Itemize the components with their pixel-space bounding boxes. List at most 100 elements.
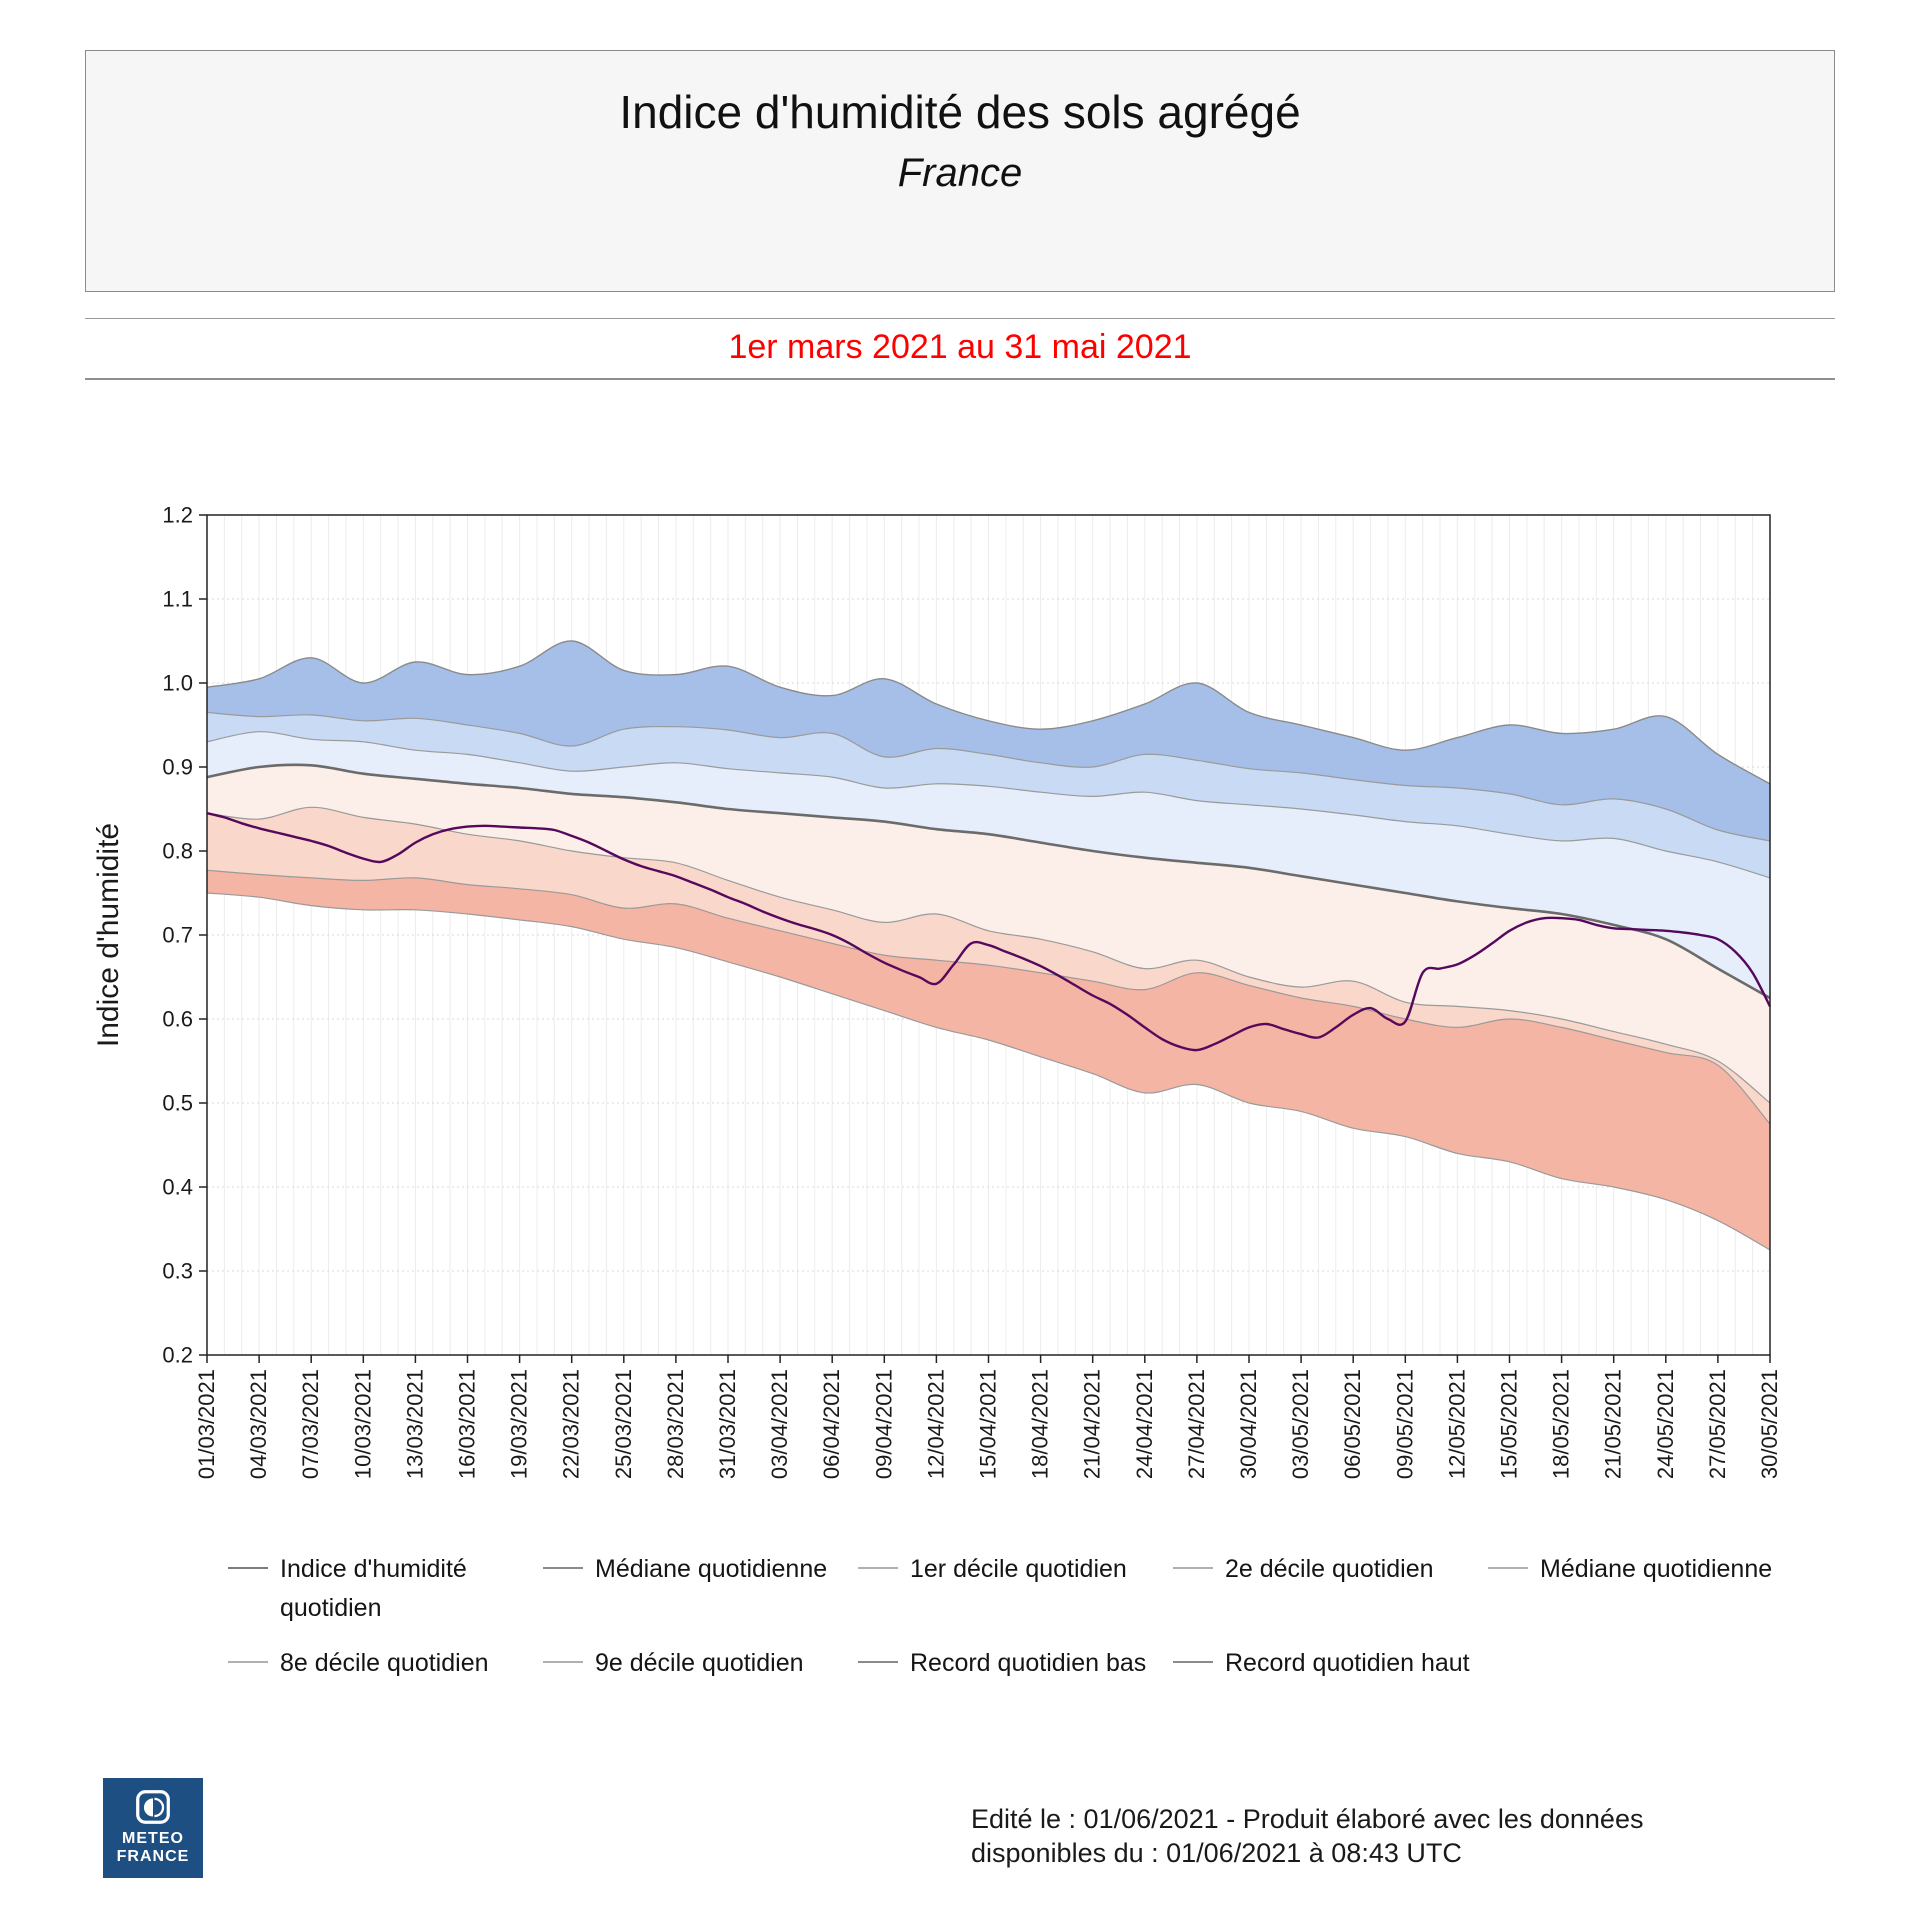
x-tick-label: 09/05/2021 [1392, 1369, 1417, 1479]
series-line-decile1 [206, 869, 1771, 1125]
legend-item-label: 9e décile quotidien [595, 1648, 804, 1677]
y-tick-label: 0.8 [162, 839, 193, 864]
x-tick-label: 19/03/2021 [507, 1369, 532, 1479]
chart-legend: Indice d'humidité quotidien Médiane quoti… [228, 1550, 1803, 1682]
y-tick-label: 0.2 [162, 1343, 193, 1368]
y-tick-label: 1.0 [162, 671, 193, 696]
meteo-france-logo: METEO FRANCE [103, 1778, 203, 1878]
series-line-record_haut [206, 640, 1771, 785]
y-tick-label: 1.1 [162, 587, 193, 612]
band-decile9-decile8 [207, 712, 1770, 878]
x-tick-label: 30/04/2021 [1236, 1369, 1261, 1479]
x-tick-label: 13/03/2021 [402, 1369, 427, 1479]
humidity-index-chart: 0.2 0.3 0.4 0.5 0.6 0.7 0.8 0.9 1.0 1.1 1.2 01/03/2… [92, 503, 1782, 1480]
period-label: 1er mars 2021 au 31 mai 2021 [728, 328, 1192, 366]
legend-line-swatch [858, 1567, 898, 1569]
logo-text-line2: FRANCE [116, 1848, 190, 1865]
x-tick-label: 03/05/2021 [1288, 1369, 1313, 1479]
x-tick-label: 30/05/2021 [1757, 1369, 1782, 1479]
y-tick-label: 0.5 [162, 1091, 193, 1116]
x-tick-label: 03/04/2021 [767, 1369, 792, 1479]
credit-line-2: disponibles du : 01/06/2021 à 08:43 UTC [971, 1838, 1462, 1868]
y-tick-label: 1.2 [162, 503, 193, 528]
divider-bottom [85, 378, 1835, 380]
x-tick-label: 31/03/2021 [715, 1369, 740, 1479]
legend-item-label: Médiane quotidienne [595, 1555, 828, 1583]
legend-item-label: 2e décile quotidien [1225, 1555, 1434, 1583]
x-tick-label: 21/04/2021 [1080, 1369, 1105, 1479]
legend-line-swatch [543, 1660, 583, 1663]
legend-line-swatch [1173, 1660, 1213, 1663]
band-mediane-decile2 [207, 764, 1770, 1103]
series-line-record_bas [206, 892, 1771, 1251]
band-decile1-record_bas [207, 870, 1770, 1250]
legend-item-label: Indice d'humidité quotidien [280, 1555, 467, 1622]
quantile-bands [207, 640, 1770, 1250]
meteo-france-logo-icon [136, 1790, 170, 1824]
page-subtitle: France [897, 151, 1023, 195]
legend-item-label: Médiane quotidienne [1540, 1555, 1773, 1583]
x-tick-label: 21/05/2021 [1601, 1369, 1626, 1479]
y-tick-label: 0.9 [162, 755, 193, 780]
band-decile2-decile1 [207, 807, 1770, 1124]
legend-line-swatch [543, 1567, 583, 1569]
x-tick-label: 18/04/2021 [1028, 1369, 1053, 1479]
legend-line-swatch [1488, 1567, 1528, 1569]
legend-item: Record quotidien haut [1173, 1644, 1488, 1683]
x-tick-label: 10/03/2021 [350, 1369, 375, 1479]
x-tick-label: 24/04/2021 [1132, 1369, 1157, 1479]
x-tick-label: 24/05/2021 [1653, 1369, 1678, 1479]
x-tick-label: 27/05/2021 [1705, 1369, 1730, 1479]
x-tick-label: 09/04/2021 [871, 1369, 896, 1479]
x-tick-label: 06/05/2021 [1340, 1369, 1365, 1479]
y-tick-label: 0.7 [162, 923, 193, 948]
credit-line-1: Edité le : 01/06/2021 - Produit élaboré … [971, 1804, 1644, 1834]
legend-line-swatch [228, 1567, 268, 1569]
y-tick-label: 0.4 [162, 1175, 193, 1200]
x-tick-label: 15/05/2021 [1497, 1369, 1522, 1479]
x-tick-label: 27/04/2021 [1184, 1369, 1209, 1479]
x-tick-label: 16/03/2021 [455, 1369, 480, 1479]
series-line-decile8 [206, 731, 1771, 879]
series-line-decile9 [206, 711, 1771, 842]
band-decile8-mediane [207, 731, 1770, 998]
divider-top [85, 318, 1835, 319]
legend-item-label: Record quotidien haut [1225, 1648, 1470, 1677]
legend-item: Indice d'humidité quotidien [228, 1550, 543, 1628]
x-tick-label: 12/05/2021 [1444, 1369, 1469, 1479]
legend-line-swatch [1173, 1567, 1213, 1569]
x-axis: 01/03/2021 04/03/2021 07/03/2021 10/03/2021… [194, 1355, 1782, 1479]
page-title: Indice d'humidité des sols agrégé [619, 86, 1301, 138]
x-tick-label: 01/03/2021 [194, 1369, 219, 1479]
legend-item-label: 1er décile quotidien [910, 1555, 1127, 1583]
logo-text-line1: METEO [122, 1830, 184, 1847]
x-tick-label: 15/04/2021 [976, 1369, 1001, 1479]
legend-item-label: Record quotidien bas [910, 1648, 1147, 1677]
legend-item: 1er décile quotidien [858, 1550, 1173, 1628]
y-axis: 0.2 0.3 0.4 0.5 0.6 0.7 0.8 0.9 1.0 1.1 1.2 [162, 503, 207, 1368]
series-lines [206, 640, 1772, 1251]
x-tick-label: 12/04/2021 [923, 1369, 948, 1479]
x-tick-label: 07/03/2021 [298, 1369, 323, 1479]
legend-line-swatch [228, 1660, 268, 1663]
y-tick-label: 0.6 [162, 1007, 193, 1032]
report-header: Indice d'humidité des sols agrégé France [85, 50, 1835, 292]
y-axis-title: Indice d'humidité [92, 823, 125, 1047]
series-line-indice [206, 812, 1772, 1052]
y-tick-label: 0.3 [162, 1259, 193, 1284]
legend-line-swatch [858, 1660, 898, 1663]
x-tick-label: 22/03/2021 [559, 1369, 584, 1479]
legend-item: 8e décile quotidien [228, 1644, 543, 1683]
series-line-decile2 [206, 806, 1771, 1104]
x-tick-label: 18/05/2021 [1549, 1369, 1574, 1479]
x-tick-label: 25/03/2021 [611, 1369, 636, 1479]
x-tick-label: 04/03/2021 [246, 1369, 271, 1479]
legend-item: 2e décile quotidien [1173, 1550, 1488, 1628]
x-tick-label: 06/04/2021 [819, 1369, 844, 1479]
band-record_haut-decile9 [207, 640, 1770, 841]
edition-credits: Edité le : 01/06/2021 - Produit élaboré … [971, 1802, 1643, 1870]
legend-item: Médiane quotidienne [543, 1550, 858, 1628]
legend-item: Médiane quotidienne [1488, 1550, 1803, 1628]
legend-item-label: 8e décile quotidien [280, 1648, 489, 1677]
legend-item: Record quotidien bas [858, 1644, 1173, 1683]
